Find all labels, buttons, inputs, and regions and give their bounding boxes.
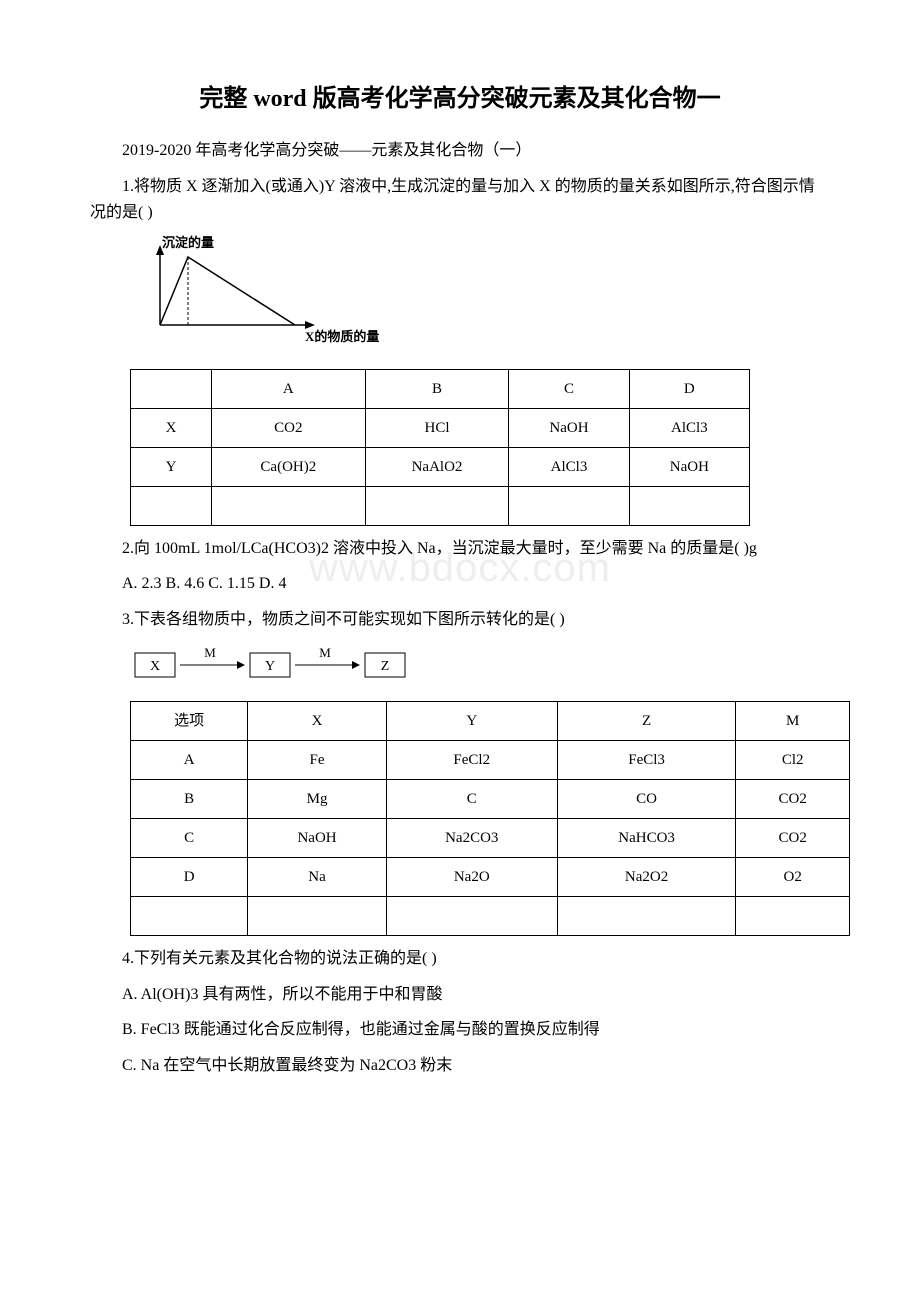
- table-cell: Fe: [248, 741, 386, 780]
- table-cell: [365, 486, 509, 525]
- box-y: Y: [265, 659, 275, 674]
- table-cell: A: [212, 369, 366, 408]
- transform-diagram: X M Y M Z: [130, 643, 450, 683]
- table-cell: [509, 486, 629, 525]
- table-cell: NaOH: [509, 408, 629, 447]
- table-cell: [386, 897, 557, 936]
- table-cell: A: [131, 741, 248, 780]
- table-cell: Na2O2: [557, 858, 736, 897]
- q2-options: A. 2.3 B. 4.6 C. 1.15 D. 4: [90, 571, 830, 597]
- table-row: [131, 486, 750, 525]
- q4-option-b: B. FeCl3 既能通过化合反应制得，也能通过金属与酸的置换反应制得: [90, 1017, 830, 1043]
- table-row: 选项 X Y Z M: [131, 702, 850, 741]
- table-row: [131, 897, 850, 936]
- chart-xlabel: X的物质的量: [305, 329, 379, 344]
- box-z: Z: [381, 659, 390, 674]
- q4-option-c: C. Na 在空气中长期放置最终变为 Na2CO3 粉末: [90, 1053, 830, 1079]
- table-cell: NaOH: [629, 447, 749, 486]
- table-cell: Cl2: [736, 741, 850, 780]
- table-row: C NaOH Na2CO3 NaHCO3 CO2: [131, 819, 850, 858]
- table-cell: Na: [248, 858, 386, 897]
- page-title: 完整 word 版高考化学高分突破元素及其化合物一: [90, 80, 830, 118]
- table-cell: NaHCO3: [557, 819, 736, 858]
- q4-text: 4.下列有关元素及其化合物的说法正确的是( ): [90, 946, 830, 972]
- table-cell: C: [131, 819, 248, 858]
- table-cell: [629, 486, 749, 525]
- table-cell: 选项: [131, 702, 248, 741]
- q2-text: 2.向 100mL 1mol/LCa(HCO3)2 溶液中投入 Na，当沉淀最大…: [90, 536, 830, 562]
- table-row: B Mg C CO CO2: [131, 780, 850, 819]
- table-cell: Mg: [248, 780, 386, 819]
- table-cell: [212, 486, 366, 525]
- q3-table: 选项 X Y Z M A Fe FeCl2 FeCl3 Cl2 B Mg C C…: [130, 701, 850, 936]
- table-cell: [248, 897, 386, 936]
- table-cell: Y: [131, 447, 212, 486]
- table-row: X CO2 HCl NaOH AlCl3: [131, 408, 750, 447]
- q3-text: 3.下表各组物质中，物质之间不可能实现如下图所示转化的是( ): [90, 607, 830, 633]
- table-row: Y Ca(OH)2 NaAlO2 AlCl3 NaOH: [131, 447, 750, 486]
- table-cell: CO2: [736, 780, 850, 819]
- arrow-label-1: M: [204, 645, 216, 660]
- table-cell: CO2: [736, 819, 850, 858]
- table-cell: C: [386, 780, 557, 819]
- table-row: D Na Na2O Na2O2 O2: [131, 858, 850, 897]
- table-cell: [736, 897, 850, 936]
- q1-chart: 沉淀的量 X的物质的量: [130, 235, 830, 359]
- table-cell: M: [736, 702, 850, 741]
- q1-text: 1.将物质 X 逐渐加入(或通入)Y 溶液中,生成沉淀的量与加入 X 的物质的量…: [90, 174, 830, 225]
- subtitle: 2019-2020 年高考化学高分突破——元素及其化合物（一）: [90, 138, 830, 164]
- table-cell: FeCl3: [557, 741, 736, 780]
- table-cell: AlCl3: [629, 408, 749, 447]
- table-cell: Na2O: [386, 858, 557, 897]
- table-cell: FeCl2: [386, 741, 557, 780]
- table-cell: HCl: [365, 408, 509, 447]
- table-cell: O2: [736, 858, 850, 897]
- table-cell: Ca(OH)2: [212, 447, 366, 486]
- table-cell: AlCl3: [509, 447, 629, 486]
- table-cell: Na2CO3: [386, 819, 557, 858]
- table-cell: NaAlO2: [365, 447, 509, 486]
- table-cell: D: [131, 858, 248, 897]
- table-cell: [131, 486, 212, 525]
- table-cell: Y: [386, 702, 557, 741]
- q3-diagram: X M Y M Z: [130, 643, 830, 692]
- box-x: X: [150, 659, 160, 674]
- table-cell: [131, 369, 212, 408]
- arrow-label-2: M: [319, 645, 331, 660]
- table-cell: NaOH: [248, 819, 386, 858]
- table-cell: Z: [557, 702, 736, 741]
- table-cell: CO: [557, 780, 736, 819]
- table-row: A Fe FeCl2 FeCl3 Cl2: [131, 741, 850, 780]
- table-cell: [131, 897, 248, 936]
- table-cell: X: [131, 408, 212, 447]
- table-cell: X: [248, 702, 386, 741]
- q1-table: A B C D X CO2 HCl NaOH AlCl3 Y Ca(OH)2 N…: [130, 369, 750, 526]
- precipitate-chart: 沉淀的量 X的物质的量: [130, 235, 390, 350]
- table-cell: B: [131, 780, 248, 819]
- chart-ylabel: 沉淀的量: [162, 235, 214, 250]
- table-cell: B: [365, 369, 509, 408]
- table-row: A B C D: [131, 369, 750, 408]
- table-cell: C: [509, 369, 629, 408]
- table-cell: D: [629, 369, 749, 408]
- table-cell: [557, 897, 736, 936]
- q4-option-a: A. Al(OH)3 具有两性，所以不能用于中和胃酸: [90, 982, 830, 1008]
- table-cell: CO2: [212, 408, 366, 447]
